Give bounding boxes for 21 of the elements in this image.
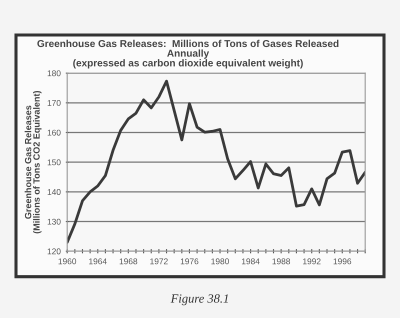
x-tick-label: 1988 — [272, 258, 290, 264]
y-tick-label: 160 — [48, 130, 61, 136]
y-tick-label: 180 — [48, 70, 61, 76]
y-tick-label: 120 — [48, 248, 61, 254]
y-tick-label: 150 — [48, 159, 61, 166]
x-tick-label: 1976 — [180, 258, 198, 264]
x-tick-label: 1964 — [89, 258, 107, 264]
x-tick-label: 1972 — [150, 258, 168, 264]
x-tick-label: 1960 — [58, 258, 76, 264]
x-tick-label: 1992 — [303, 258, 321, 264]
y-tick-label: 170 — [48, 100, 61, 106]
chart-title: Greenhouse Gas Releases: Millions of Tons of Gases Released Annually (expressed as carbon dioxide equivalent weight) — [37, 40, 338, 68]
y-axis-title: Greenhouse Gas Releases (Millions of Tons CO2 Equivalent) — [24, 90, 42, 234]
caption: Figure 38.1 — [170, 294, 228, 306]
x-tick-label: 1968 — [120, 258, 138, 264]
line-series — [67, 80, 366, 244]
x-tick-label: 1980 — [211, 258, 229, 264]
x-tick-label: 1984 — [242, 258, 260, 264]
y-tick-label: 130 — [48, 218, 61, 225]
y-tick-label: 140 — [48, 189, 61, 195]
x-tick-label: 1996 — [334, 258, 352, 264]
